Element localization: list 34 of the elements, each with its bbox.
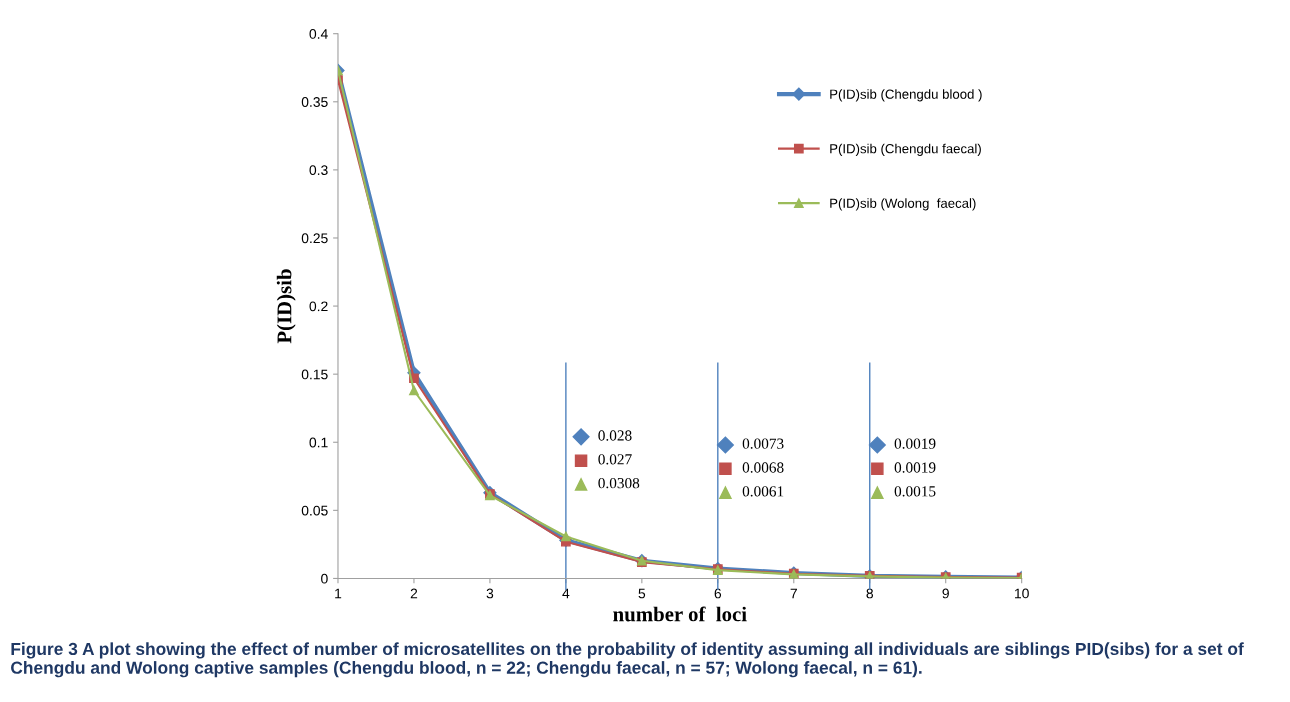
annotation: 0.0015 [894, 486, 936, 497]
y-tick-label: 0.1 [309, 437, 328, 448]
y-tick-label: 0.2 [309, 301, 328, 312]
x-tick-label: 2 [410, 588, 418, 599]
annotation: 0.0068 [742, 462, 784, 473]
y-axis-title: P(ID)sib [276, 269, 296, 344]
y-tick-label: 0.3 [309, 165, 328, 176]
y-tick-label: 0.35 [301, 97, 328, 107]
legend-label: P(ID)sib (Chengdu blood ) [830, 89, 982, 102]
x-tick-label: 10 [1015, 588, 1029, 599]
x-tick-label: 8 [866, 588, 874, 599]
legend-label: P(ID)sib (Chengdu faecal) [830, 143, 981, 156]
caption: Figure 3 A plot showing the effect of number of microsatellites on the probability of identity assuming all individuals are siblings PID(sibs) for a set of Chengdu and Wolong captive samples (Chengdu blood, n = 22; Chengdu faecal, n = 57; Wolong faecal, n = 61). [11, 642, 1244, 678]
y-tick-label: 0.25 [301, 233, 328, 244]
annotation: 0.0073 [742, 438, 784, 449]
annotation: 0.0019 [894, 438, 936, 449]
annotation: 0.028 [598, 430, 632, 441]
x-tick-label: 9 [942, 588, 949, 599]
x-tick-label: 4 [562, 588, 570, 599]
annotation: 0.0019 [894, 462, 936, 473]
x-tick-label: 1 [335, 588, 342, 599]
x-tick-label: 6 [714, 588, 722, 599]
y-tick-label: 0.15 [301, 369, 328, 380]
y-tick-label: 0.4 [309, 29, 328, 39]
x-tick-label: 5 [638, 588, 646, 599]
y-tick-label: 0 [321, 573, 328, 584]
x-tick-label: 3 [486, 588, 494, 599]
y-tick-label: 0.05 [301, 505, 328, 516]
x-axis-title: number of loci [613, 606, 747, 622]
x-tick-label: 7 [790, 588, 797, 599]
annotation: 0.0308 [598, 477, 640, 489]
annotation: 0.027 [598, 454, 632, 465]
annotation: 0.0061 [742, 486, 784, 497]
legend-label: P(ID)sib (Wolong faecal) [830, 198, 976, 211]
